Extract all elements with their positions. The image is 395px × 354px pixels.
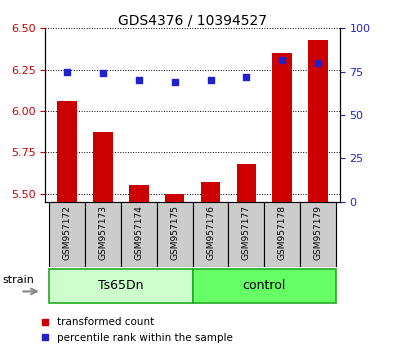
Title: GDS4376 / 10394527: GDS4376 / 10394527: [118, 13, 267, 27]
Bar: [157, 202, 193, 267]
Bar: [129, 185, 149, 202]
Bar: [49, 269, 193, 303]
Point: [64, 69, 70, 75]
Bar: [193, 269, 336, 303]
Bar: [237, 164, 256, 202]
Bar: [49, 202, 85, 267]
Bar: [308, 40, 328, 202]
Bar: [57, 101, 77, 202]
Point: [315, 60, 321, 66]
Point: [135, 78, 142, 83]
Text: GSM957172: GSM957172: [62, 205, 71, 260]
Point: [100, 70, 106, 76]
Point: [279, 57, 286, 62]
Bar: [93, 132, 113, 202]
Bar: [201, 182, 220, 202]
Bar: [85, 202, 121, 267]
Point: [171, 79, 178, 85]
Text: Ts65Dn: Ts65Dn: [98, 279, 143, 292]
Text: GSM957175: GSM957175: [170, 205, 179, 260]
Text: GSM957176: GSM957176: [206, 205, 215, 260]
Legend: transformed count, percentile rank within the sample: transformed count, percentile rank withi…: [37, 313, 237, 347]
Text: GSM957173: GSM957173: [98, 205, 107, 260]
Bar: [273, 53, 292, 202]
Text: strain: strain: [2, 275, 34, 285]
Bar: [228, 202, 264, 267]
Bar: [193, 202, 228, 267]
Bar: [300, 202, 336, 267]
Text: GSM957178: GSM957178: [278, 205, 287, 260]
Text: GSM957177: GSM957177: [242, 205, 251, 260]
Bar: [121, 202, 157, 267]
Text: GSM957174: GSM957174: [134, 205, 143, 260]
Bar: [264, 202, 300, 267]
Text: GSM957179: GSM957179: [314, 205, 323, 260]
Point: [243, 74, 250, 80]
Bar: [165, 194, 184, 202]
Text: control: control: [243, 279, 286, 292]
Point: [207, 78, 214, 83]
